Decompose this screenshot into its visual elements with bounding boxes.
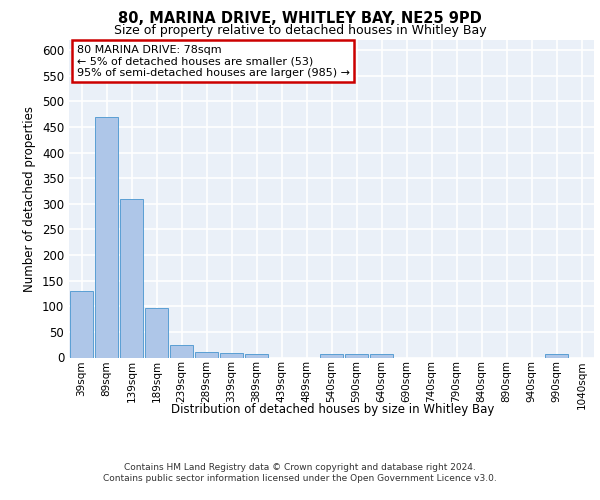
Bar (345, 354, 368, 358)
Text: 80, MARINA DRIVE, WHITLEY BAY, NE25 9PD: 80, MARINA DRIVE, WHITLEY BAY, NE25 9PD (118, 11, 482, 26)
Bar (145, 308, 168, 358)
Text: Contains HM Land Registry data © Crown copyright and database right 2024.: Contains HM Land Registry data © Crown c… (124, 462, 476, 471)
Bar (120, 198, 143, 358)
Bar (220, 354, 243, 358)
Text: 80 MARINA DRIVE: 78sqm
← 5% of detached houses are smaller (53)
95% of semi-deta: 80 MARINA DRIVE: 78sqm ← 5% of detached … (77, 45, 350, 78)
Text: Size of property relative to detached houses in Whitley Bay: Size of property relative to detached ho… (113, 24, 487, 37)
Bar (70, 291, 93, 358)
Bar (545, 354, 568, 358)
Text: Contains public sector information licensed under the Open Government Licence v3: Contains public sector information licen… (103, 474, 497, 483)
Bar (320, 354, 343, 358)
Bar (195, 352, 218, 358)
Y-axis label: Number of detached properties: Number of detached properties (23, 106, 37, 292)
Bar (95, 117, 118, 358)
Bar (370, 354, 393, 358)
Text: Distribution of detached houses by size in Whitley Bay: Distribution of detached houses by size … (172, 402, 494, 415)
Bar (245, 354, 268, 358)
Bar (170, 344, 193, 358)
